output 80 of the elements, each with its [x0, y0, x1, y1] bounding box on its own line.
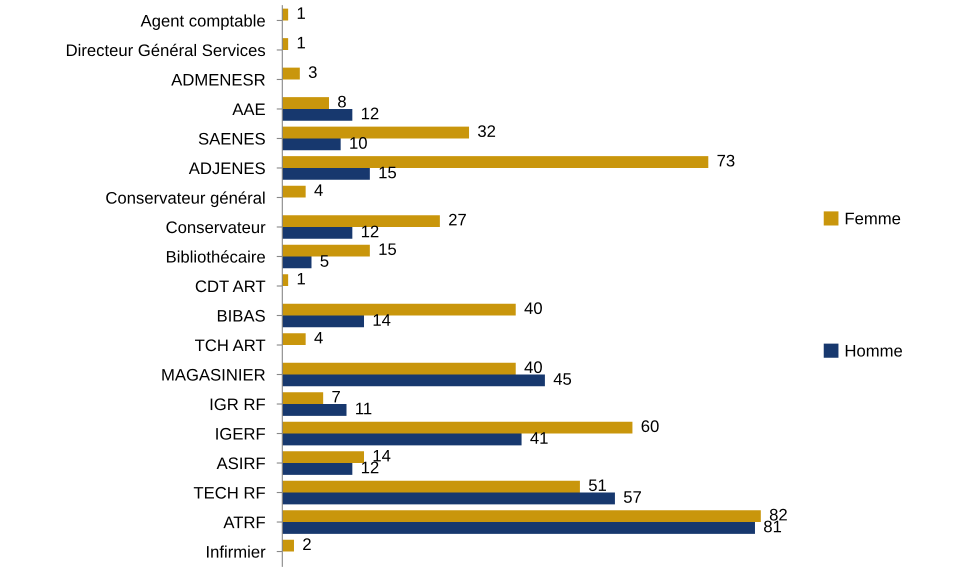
data-label: 73 — [717, 154, 734, 167]
bar — [282, 108, 352, 121]
bar — [282, 186, 306, 198]
bar — [282, 522, 755, 534]
bar — [282, 492, 615, 504]
bar — [282, 434, 522, 446]
y-tick-label: TCH ART — [195, 339, 266, 352]
data-label: 12 — [362, 462, 378, 474]
data-label: 41 — [530, 432, 548, 444]
y-tick-label: AAE — [232, 104, 265, 116]
data-label: 15 — [379, 166, 396, 178]
y-tick-label: Conservateur — [166, 221, 266, 234]
legend-label: Femme — [846, 212, 900, 224]
data-label: 11 — [356, 402, 372, 414]
bar — [282, 168, 370, 180]
data-label: 2 — [303, 538, 311, 550]
data-label: 4 — [314, 184, 323, 196]
data-label: 7 — [332, 390, 340, 402]
data-label: 82 — [770, 508, 787, 521]
y-tick-label: IGERF — [216, 428, 265, 440]
data-label: 45 — [554, 373, 572, 385]
bar — [282, 480, 580, 493]
data-label: 15 — [379, 243, 396, 256]
bar — [282, 451, 364, 464]
data-label: 12 — [362, 226, 378, 238]
bar — [282, 404, 347, 416]
bar — [282, 244, 370, 256]
bar — [282, 126, 470, 138]
y-tick-label: ADJENES — [188, 162, 265, 174]
bar — [282, 226, 352, 239]
y-tick-label: Infirmier — [207, 545, 266, 558]
y-tick-label: ASIRF — [216, 457, 265, 470]
y-tick-label: SAENES — [198, 132, 265, 145]
data-label: 12 — [362, 108, 378, 120]
y-tick-label: TECH RF — [194, 486, 265, 499]
y-tick-label: Conservateur général — [106, 191, 265, 208]
bar — [282, 510, 761, 522]
bar — [282, 374, 545, 386]
y-tick-label: BIBAS — [218, 310, 265, 322]
data-label: 27 — [449, 214, 466, 226]
bar — [282, 392, 324, 404]
data-label: 57 — [624, 491, 641, 503]
bar — [282, 463, 352, 475]
bar — [282, 304, 516, 316]
data-label: 14 — [374, 450, 390, 462]
data-label: 1 — [298, 272, 305, 284]
y-tick-label: Agent comptable — [140, 14, 265, 30]
legend-label: Homme — [846, 345, 902, 357]
y-tick-label: MAGASINIER — [162, 368, 265, 381]
bar — [282, 68, 300, 80]
bar — [282, 156, 708, 168]
y-tick-label: IGR RF — [210, 398, 265, 410]
y-tick-label: Directeur Général Services — [66, 44, 266, 56]
data-label: 14 — [374, 314, 390, 326]
data-label: 10 — [350, 137, 367, 149]
bar — [282, 316, 364, 328]
bar — [282, 97, 329, 109]
data-label: 8 — [338, 96, 346, 108]
y-tick-label: CDT ART — [196, 280, 266, 292]
y-tick-label: ATRF — [223, 516, 265, 528]
bar — [282, 362, 516, 375]
bar — [282, 256, 312, 268]
data-label: 60 — [642, 420, 659, 432]
data-label: 1 — [298, 7, 305, 19]
bar — [282, 333, 306, 346]
data-label: 3 — [308, 66, 317, 78]
data-label: 32 — [478, 125, 496, 138]
data-label: 1 — [298, 36, 305, 48]
data-label: 40 — [524, 361, 542, 374]
data-label: 5 — [320, 255, 328, 267]
data-label: 40 — [524, 302, 542, 314]
data-label: 4 — [314, 332, 323, 344]
y-tick-label: ADMENESR — [171, 74, 265, 86]
bar — [282, 422, 632, 434]
data-label: 81 — [764, 520, 782, 532]
data-label: 51 — [588, 479, 606, 492]
y-tick-label: Bibliothécaire — [166, 250, 265, 263]
bar — [282, 138, 341, 150]
bar — [282, 215, 440, 227]
bar — [282, 540, 294, 552]
